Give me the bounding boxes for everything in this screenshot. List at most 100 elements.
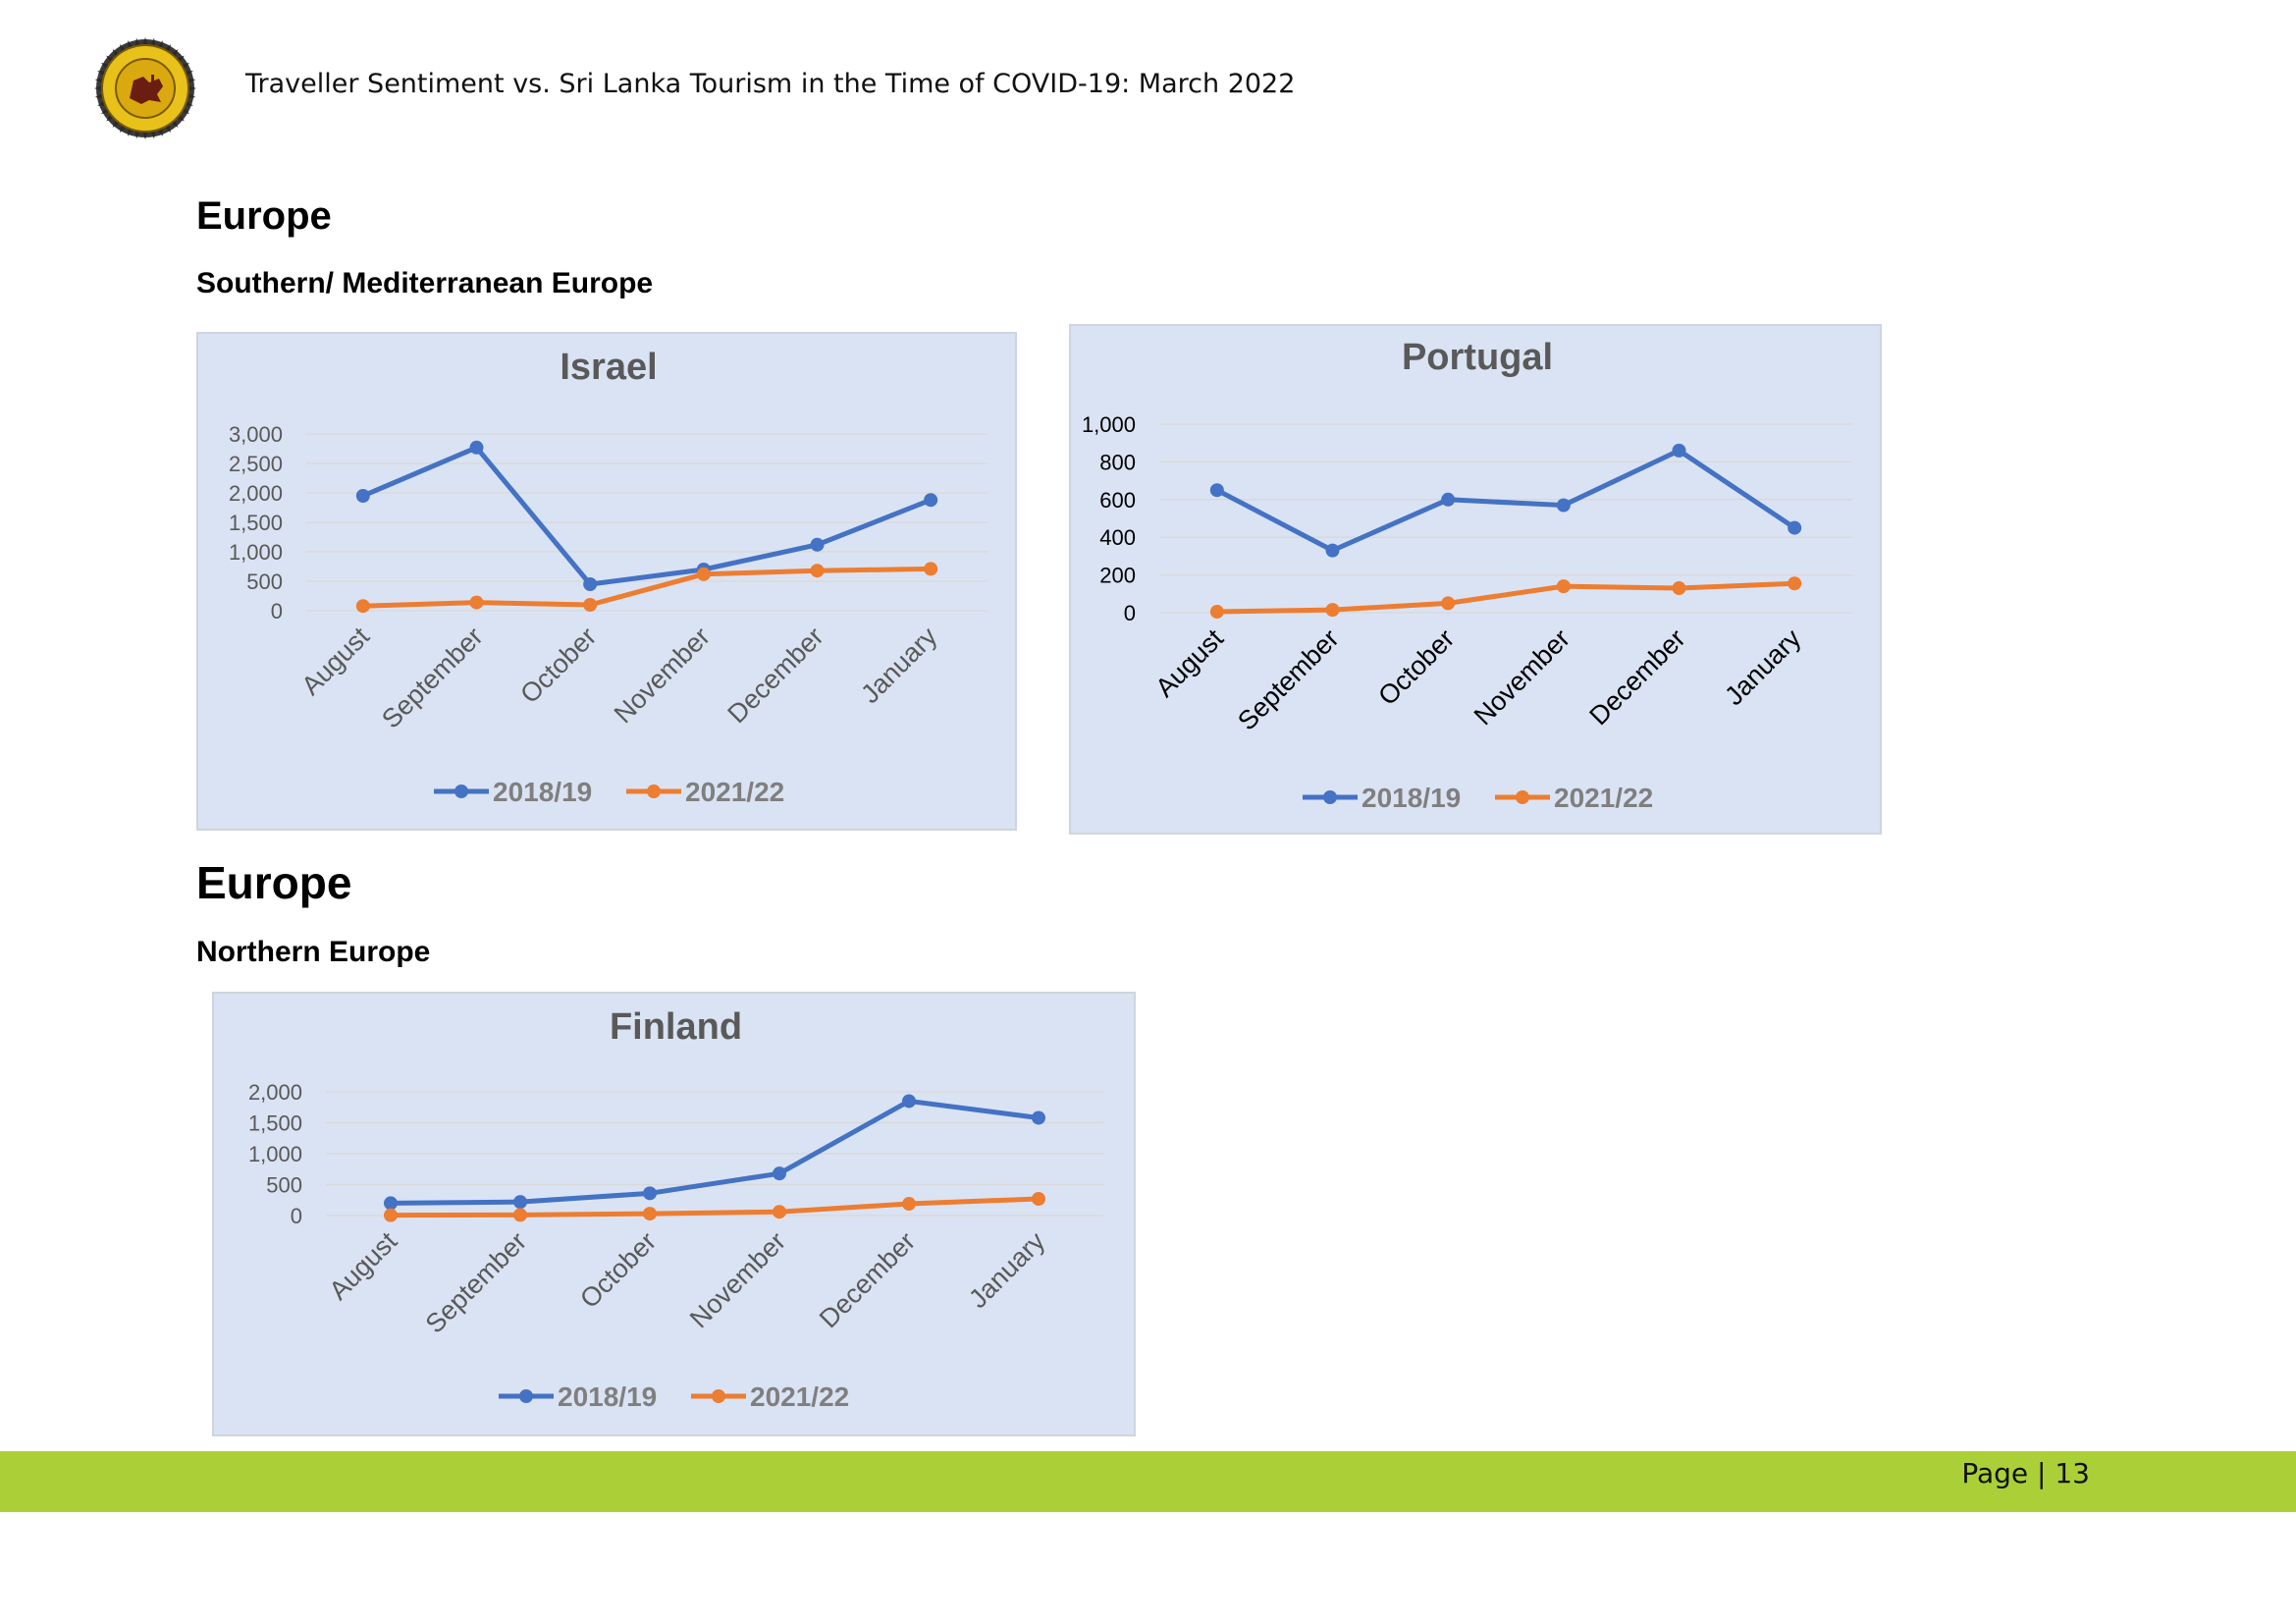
- data-point: [643, 1186, 657, 1201]
- x-tick-label: August: [324, 1226, 403, 1306]
- series-line: [1216, 580, 1795, 615]
- legend-label: 2018/19: [493, 777, 592, 807]
- data-point: [643, 1207, 657, 1221]
- data-point: [810, 564, 825, 578]
- x-tick-label: October: [514, 622, 602, 709]
- x-tick-label: September: [376, 622, 489, 734]
- data-point: [1325, 603, 1340, 618]
- y-tick-label: 2,000: [248, 1080, 302, 1105]
- x-tick-label: December: [721, 622, 828, 729]
- data-point: [1672, 581, 1686, 596]
- legend-marker: [519, 1389, 533, 1403]
- x-tick-label: October: [1372, 623, 1460, 711]
- data-point: [355, 599, 370, 614]
- finland-chart: Finland 0 500 1,000 1,500 2,000 August Septembe…: [212, 992, 1136, 1436]
- series-line: [362, 566, 932, 609]
- data-point: [1441, 596, 1456, 611]
- data-point: [924, 493, 938, 508]
- data-point: [1788, 576, 1802, 591]
- legend-marker: [454, 785, 468, 798]
- x-tick-label: November: [609, 622, 716, 729]
- data-point: [1556, 579, 1571, 594]
- data-point: [1556, 498, 1571, 513]
- y-tick-label: 0: [1124, 601, 1136, 625]
- x-tick-label: December: [1583, 623, 1690, 731]
- section-subheading: Southern/ Mediterranean Europe: [196, 267, 654, 299]
- data-point: [583, 577, 598, 591]
- legend-label: 2021/22: [1554, 783, 1653, 813]
- data-point: [469, 440, 484, 455]
- y-tick-label: 400: [1099, 525, 1136, 550]
- y-tick-label: 0: [291, 1204, 302, 1228]
- x-tick-label: December: [814, 1226, 921, 1333]
- x-tick-label: November: [1468, 623, 1575, 731]
- legend-label: 2018/19: [558, 1381, 657, 1412]
- data-point: [773, 1166, 786, 1181]
- data-point: [924, 562, 938, 576]
- document-title: Traveller Sentiment vs. Sri Lanka Touris…: [245, 69, 1296, 99]
- legend-label: 2021/22: [685, 777, 784, 807]
- y-tick-label: 600: [1099, 488, 1136, 513]
- x-tick-label: November: [684, 1226, 791, 1333]
- y-tick-label: 0: [271, 599, 283, 623]
- y-tick-label: 2,000: [229, 481, 283, 506]
- page-number: Page | 13: [1961, 1457, 2090, 1489]
- x-tick-label: January: [1719, 623, 1806, 711]
- series-line: [390, 1098, 1040, 1206]
- section-heading: Europe: [196, 194, 332, 238]
- x-tick-label: September: [1232, 623, 1345, 736]
- x-tick-label: August: [295, 622, 375, 701]
- chart-title: Portugal: [1402, 337, 1553, 378]
- data-point: [773, 1205, 786, 1219]
- series-line: [1215, 448, 1796, 554]
- footer-bar: [0, 1451, 2296, 1512]
- y-tick-label: 800: [1099, 450, 1136, 474]
- data-point: [1325, 543, 1340, 558]
- legend-marker: [647, 785, 661, 798]
- y-tick-label: 3,000: [229, 422, 283, 447]
- x-tick-label: January: [963, 1226, 1050, 1314]
- y-tick-label: 500: [246, 569, 283, 594]
- portugal-chart: Portugal 0 200 400 600 800 1,000 August Septembe…: [1069, 324, 1882, 835]
- series-line: [361, 445, 933, 587]
- chart-title: Israel: [560, 347, 657, 388]
- data-point: [1032, 1191, 1045, 1206]
- data-point: [1032, 1110, 1045, 1125]
- data-point: [384, 1196, 398, 1211]
- data-point: [1209, 483, 1224, 498]
- y-tick-label: 2,500: [229, 452, 283, 476]
- tourism-logo: [94, 37, 196, 139]
- legend-marker: [1323, 790, 1337, 804]
- data-point: [1672, 443, 1686, 458]
- y-tick-label: 1,000: [248, 1142, 302, 1166]
- data-point: [902, 1094, 916, 1109]
- israel-chart: Israel 0 500 1,000 1,500 2,000 2,500 3,000 Augus…: [196, 332, 1017, 831]
- y-tick-label: 1,000: [1082, 412, 1136, 437]
- series-line: [390, 1196, 1040, 1218]
- chart-svg: Finland 0 500 1,000 1,500 2,000 August Septembe…: [248, 1006, 1103, 1412]
- x-tick-label: August: [1149, 623, 1229, 703]
- data-point: [1788, 520, 1802, 535]
- y-tick-label: 1,500: [248, 1111, 302, 1136]
- y-tick-label: 1,000: [229, 540, 283, 565]
- chart-svg: Israel 0 500 1,000 1,500 2,000 2,500 3,000 Augus…: [229, 347, 988, 807]
- x-tick-label: September: [420, 1226, 533, 1339]
- section-subheading: Northern Europe: [196, 936, 431, 968]
- data-point: [696, 567, 711, 581]
- y-tick-label: 200: [1099, 564, 1136, 588]
- data-point: [902, 1197, 916, 1212]
- legend-marker: [1516, 790, 1529, 804]
- legend-label: 2018/19: [1362, 783, 1461, 813]
- data-point: [1441, 492, 1456, 507]
- legend-label: 2021/22: [750, 1381, 849, 1412]
- data-point: [469, 595, 484, 610]
- data-point: [583, 598, 598, 612]
- data-point: [513, 1208, 527, 1222]
- data-point: [384, 1208, 398, 1222]
- data-point: [810, 537, 825, 552]
- data-point: [513, 1195, 527, 1210]
- data-point: [1209, 605, 1224, 620]
- chart-svg: Portugal 0 200 400 600 800 1,000 August Septembe…: [1082, 337, 1852, 813]
- x-tick-label: October: [574, 1226, 662, 1314]
- y-tick-label: 1,500: [229, 511, 283, 535]
